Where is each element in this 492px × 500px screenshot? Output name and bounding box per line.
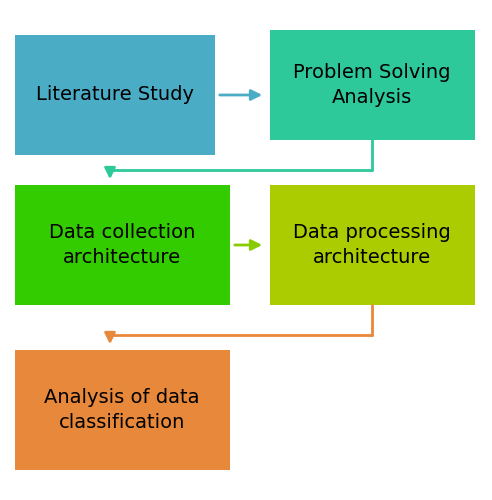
FancyBboxPatch shape <box>15 350 230 470</box>
FancyBboxPatch shape <box>270 30 475 140</box>
Text: Problem Solving
Analysis: Problem Solving Analysis <box>293 63 451 107</box>
Text: Analysis of data
classification: Analysis of data classification <box>44 388 200 432</box>
FancyBboxPatch shape <box>15 35 215 155</box>
Text: Literature Study: Literature Study <box>36 86 194 104</box>
FancyBboxPatch shape <box>15 185 230 305</box>
Text: Data processing
architecture: Data processing architecture <box>293 223 451 267</box>
Text: Data collection
architecture: Data collection architecture <box>49 223 195 267</box>
FancyBboxPatch shape <box>270 185 475 305</box>
